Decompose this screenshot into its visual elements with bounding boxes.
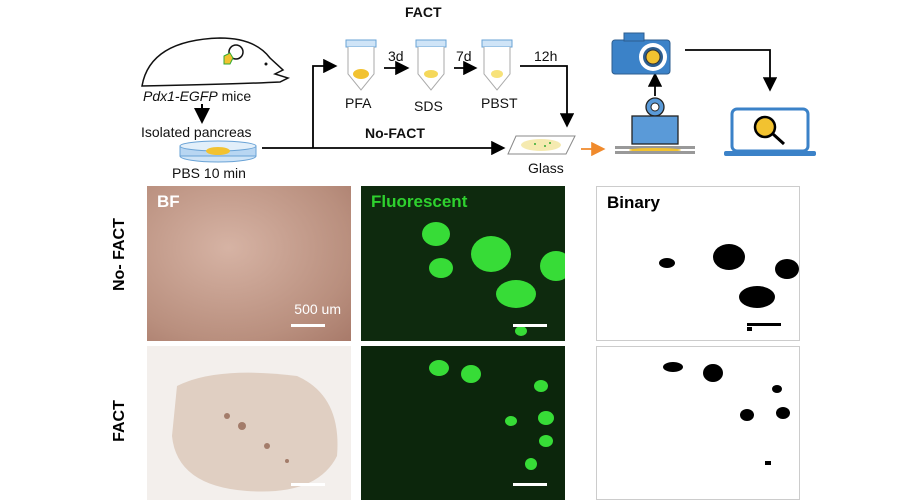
column-title-fluorescent: Fluorescent xyxy=(371,192,468,211)
tube-label: PFA xyxy=(345,95,372,111)
fact-label: FACT xyxy=(405,4,442,20)
tube-label: SDS xyxy=(414,98,443,114)
scale-bar xyxy=(747,323,781,326)
islet-blobs xyxy=(422,222,565,336)
tube-icon xyxy=(481,39,513,91)
mouse-strain: Pdx1-EGFP xyxy=(143,88,218,104)
isolated-label: Isolated pancreas xyxy=(141,124,252,140)
mouse-label-rest: mice xyxy=(217,88,252,104)
column-title-binary: Binary xyxy=(607,193,660,212)
binary-blobs xyxy=(659,244,799,331)
glass-label: Glass xyxy=(528,160,564,176)
row-label-no-fact: No- FACT xyxy=(111,218,128,291)
row-label-fact: FACT xyxy=(111,400,128,442)
glass-slide-icon xyxy=(507,135,576,155)
workflow-diagram xyxy=(141,32,816,163)
pbs-label: PBS 10 min xyxy=(172,165,246,181)
scale-bar xyxy=(291,483,325,486)
duration-label: 12h xyxy=(534,48,558,64)
scale-bar xyxy=(513,483,547,486)
petri-dish-icon xyxy=(179,140,257,163)
tube-icon xyxy=(345,39,377,91)
binary-blobs xyxy=(663,362,790,465)
duration-label: 7d xyxy=(456,48,472,64)
no-fact-label: No-FACT xyxy=(365,125,425,141)
duration-label: 3d xyxy=(388,48,404,64)
scale-bar-label: 500 um xyxy=(294,301,341,317)
bf-image-fact xyxy=(147,346,351,500)
mouse-icon xyxy=(141,37,291,87)
binary-image-fact xyxy=(596,346,800,500)
scale-bar xyxy=(513,324,547,327)
laptop-magnifier-icon xyxy=(724,107,816,156)
column-title-bf: BF xyxy=(157,192,180,211)
bf-image-no-fact: BF 500 um xyxy=(147,186,351,341)
camera-icon xyxy=(611,32,671,75)
tube-label: PBST xyxy=(481,95,518,111)
weight-press-icon xyxy=(615,97,695,154)
fluorescent-image-no-fact: Fluorescent xyxy=(361,186,565,341)
binary-image-no-fact: Binary xyxy=(596,186,800,341)
scale-bar xyxy=(291,324,325,327)
cleared-tissue xyxy=(172,372,338,492)
mouse-label: Pdx1-EGFP mice xyxy=(143,88,251,104)
fluorescent-image-fact xyxy=(361,346,565,500)
islet-blobs xyxy=(429,360,554,470)
tube-icon xyxy=(415,39,447,91)
